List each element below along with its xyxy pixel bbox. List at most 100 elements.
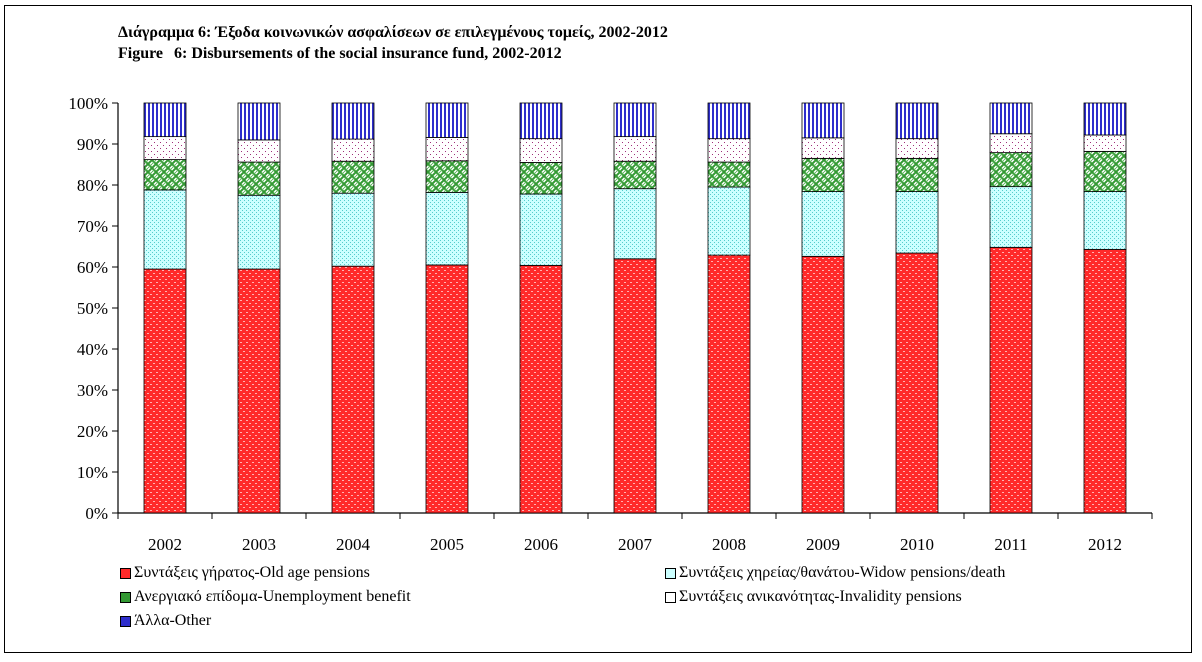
bar-segment bbox=[989, 133, 1033, 154]
x-tick-label: 2005 bbox=[430, 535, 464, 554]
bar-segment bbox=[895, 157, 939, 192]
bar-segment bbox=[425, 191, 469, 266]
chart-legend: Συντάξεις γήρατος-Old age pensions Συντάξ… bbox=[120, 564, 1180, 652]
bar-segment bbox=[237, 268, 281, 514]
bar-segment bbox=[237, 194, 281, 270]
y-tick-label: 0% bbox=[85, 504, 108, 523]
bar-segment bbox=[519, 138, 563, 163]
x-tick-label: 2010 bbox=[900, 535, 934, 554]
legend-item: Συντάξεις γήρατος-Old age pensions bbox=[120, 564, 370, 582]
bar-segment bbox=[425, 160, 469, 193]
x-tick-label: 2006 bbox=[524, 535, 558, 554]
bar-segment bbox=[1083, 248, 1127, 514]
bar-segment bbox=[801, 191, 845, 257]
legend-swatch bbox=[120, 567, 131, 579]
bar-segment bbox=[143, 268, 187, 514]
bar-segment bbox=[425, 137, 469, 162]
bar-segment bbox=[613, 188, 657, 260]
bar-segment bbox=[143, 189, 187, 270]
bar-segment bbox=[425, 102, 469, 138]
bar-segment bbox=[1083, 134, 1127, 152]
legend-label: Συντάξεις ανικανότητας-Invalidity pensio… bbox=[679, 588, 962, 605]
bar-segment bbox=[801, 102, 845, 139]
y-tick-label: 80% bbox=[77, 176, 108, 195]
bar-segment bbox=[519, 264, 563, 514]
x-tick-label: 2008 bbox=[712, 535, 746, 554]
bar-segment bbox=[895, 102, 939, 140]
bar-segment bbox=[895, 191, 939, 254]
legend-swatch bbox=[120, 591, 131, 603]
bar-segment bbox=[613, 258, 657, 514]
y-tick-label: 10% bbox=[77, 463, 108, 482]
bar-segment bbox=[331, 265, 375, 514]
bar-segment bbox=[1083, 102, 1127, 136]
x-tick-label: 2003 bbox=[242, 535, 276, 554]
bar-segment bbox=[707, 186, 751, 256]
bar-segment bbox=[989, 246, 1033, 514]
legend-swatch bbox=[120, 615, 131, 627]
legend-swatch bbox=[665, 567, 676, 579]
bar-segment bbox=[707, 254, 751, 514]
bar-segment bbox=[425, 264, 469, 514]
x-tick-label: 2009 bbox=[806, 535, 840, 554]
x-axis-ticks: 2002 2003 2004 2005 2006 2007 2008 2009 2010 2011… bbox=[117, 513, 1153, 554]
bar-segment bbox=[707, 138, 751, 163]
bar-segment bbox=[895, 252, 939, 514]
y-tick-label: 60% bbox=[77, 258, 108, 277]
legend-label: Συντάξεις χηρείας/θανάτου-Widow pensions… bbox=[679, 564, 1006, 581]
bar-segment bbox=[519, 162, 563, 195]
bar-segment bbox=[519, 193, 563, 266]
y-tick-label: 90% bbox=[77, 135, 108, 154]
bar-segment bbox=[331, 160, 375, 194]
bar-segment bbox=[331, 192, 375, 267]
bar-segment bbox=[237, 102, 281, 141]
bar-segment bbox=[237, 161, 281, 196]
x-tick-label: 2007 bbox=[618, 535, 653, 554]
bar-segment bbox=[613, 136, 657, 162]
legend-item: Άλλα-Other bbox=[120, 612, 211, 630]
y-axis-ticks: 0% 10% 20% 30% 40% 50% 60% 70% 80% 90% 100% bbox=[68, 94, 118, 523]
legend-item: Συντάξεις χηρείας/θανάτου-Widow pensions… bbox=[665, 564, 1005, 582]
bar-segment bbox=[331, 138, 375, 162]
bar-segment bbox=[707, 102, 751, 140]
legend-item: Ανεργιακό επίδομα-Unemployment benefit bbox=[120, 588, 411, 606]
legend-label: Άλλα-Other bbox=[134, 612, 212, 629]
x-tick-label: 2002 bbox=[148, 535, 182, 554]
x-tick-label: 2011 bbox=[994, 535, 1027, 554]
bar-segment bbox=[1083, 150, 1127, 192]
chart-bars bbox=[143, 102, 1127, 514]
x-tick-label: 2012 bbox=[1088, 535, 1122, 554]
legend-swatch bbox=[665, 591, 676, 603]
y-tick-label: 20% bbox=[77, 422, 108, 441]
bar-segment bbox=[613, 102, 657, 138]
bar-segment bbox=[707, 161, 751, 188]
bar-segment bbox=[801, 137, 845, 159]
bar-segment bbox=[895, 138, 939, 159]
y-tick-label: 50% bbox=[77, 299, 108, 318]
legend-label: Ανεργιακό επίδομα-Unemployment benefit bbox=[134, 588, 411, 605]
bar-segment bbox=[331, 102, 375, 140]
bar-segment bbox=[989, 102, 1033, 135]
bar-segment bbox=[1083, 191, 1127, 250]
bar-segment bbox=[801, 255, 845, 514]
legend-label: Συντάξεις γήρατος-Old age pensions bbox=[134, 564, 370, 581]
chart-title: Διάγραμμα 6: Έξοδα κοινωνικών ασφαλίσεων… bbox=[118, 24, 668, 41]
y-tick-label: 30% bbox=[77, 381, 108, 400]
x-tick-label: 2004 bbox=[336, 535, 371, 554]
y-tick-label: 40% bbox=[77, 340, 108, 359]
bar-segment bbox=[989, 152, 1033, 188]
y-tick-label: 100% bbox=[68, 94, 108, 113]
bar-segment bbox=[801, 157, 845, 192]
bar-segment bbox=[143, 159, 187, 191]
legend-item: Συντάξεις ανικανότητας-Invalidity pensio… bbox=[665, 588, 962, 606]
bar-segment bbox=[989, 186, 1033, 248]
y-tick-label: 70% bbox=[77, 217, 108, 236]
bar-segment bbox=[143, 136, 187, 160]
bar-segment bbox=[613, 160, 657, 190]
chart-subtitle: Figure 6: Disbursements of the social in… bbox=[118, 45, 562, 62]
bar-segment bbox=[143, 102, 187, 138]
chart-frame bbox=[4, 5, 1192, 653]
bar-segment bbox=[237, 139, 281, 163]
bar-segment bbox=[519, 102, 563, 140]
